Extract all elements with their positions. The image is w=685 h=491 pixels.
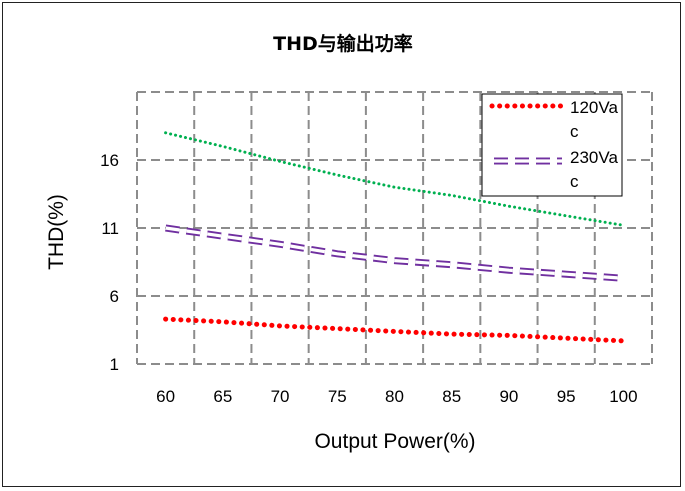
- legend-label: 120Va: [570, 98, 618, 117]
- y-tick-label: 11: [101, 219, 119, 238]
- x-tick-label: 95: [557, 387, 576, 406]
- x-tick-label: 100: [609, 387, 637, 406]
- legend-label-wrap: c: [570, 122, 579, 141]
- x-axis-label: Output Power(%): [314, 430, 475, 453]
- x-tick-label: 90: [499, 387, 518, 406]
- y-tick-label: 6: [110, 287, 119, 306]
- y-tick-label: 1: [110, 355, 119, 374]
- x-tick-label: 85: [442, 387, 461, 406]
- legend-label: 230Va: [570, 148, 618, 167]
- x-tick-label: 60: [156, 387, 175, 406]
- series-line-0: [163, 316, 626, 344]
- series-line-2: [164, 131, 625, 227]
- y-axis-label: THD(%): [45, 194, 68, 270]
- legend-box: [481, 93, 623, 197]
- x-tick-label: 75: [328, 387, 347, 406]
- y-tick-label: 16: [100, 151, 119, 170]
- x-tick-labels: 60 65 70 75 80 85 90 95 100: [156, 387, 637, 406]
- series-layer: [163, 131, 626, 344]
- series-line-inner: [165, 226, 624, 280]
- series-line-outline: [165, 224, 624, 282]
- chart-title: THD与输出功率: [273, 32, 413, 55]
- x-tick-label: 80: [385, 387, 404, 406]
- x-tick-label: 65: [213, 387, 232, 406]
- legend: 120Va c 230Va c: [481, 93, 623, 197]
- chart-frame: [2, 2, 681, 487]
- x-tick-label: 70: [271, 387, 290, 406]
- legend-label-wrap: c: [570, 172, 579, 191]
